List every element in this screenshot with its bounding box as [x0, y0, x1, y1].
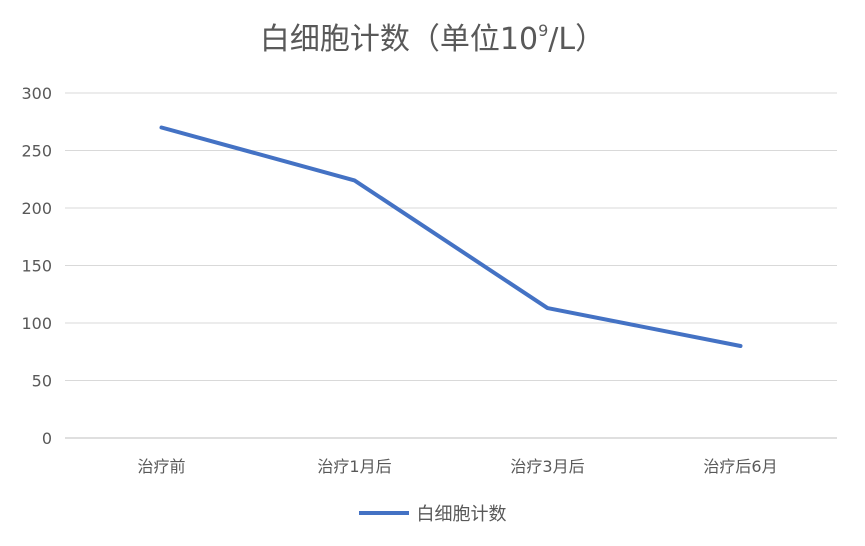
series-line — [159, 125, 743, 348]
y-tick-label: 200 — [21, 199, 52, 218]
legend-swatch — [358, 511, 409, 515]
chart-title: 白细胞计数（单位109/L） — [259, 21, 606, 57]
y-tick-label: 150 — [21, 257, 52, 276]
x-tick-label: 治疗3月后 — [510, 457, 584, 476]
legend: 白细胞计数 — [0, 500, 865, 526]
y-tick-label: 50 — [32, 372, 52, 391]
y-tick-label: 0 — [42, 429, 52, 448]
x-tick-label: 治疗后6月 — [703, 457, 777, 476]
y-tick-label: 300 — [21, 84, 52, 103]
legend-label: 白细胞计数 — [416, 504, 507, 525]
x-tick-label: 治疗前 — [137, 457, 185, 476]
y-tick-label: 250 — [21, 142, 52, 161]
y-tick-label: 100 — [21, 314, 52, 333]
x-tick-label: 治疗1月后 — [317, 457, 391, 476]
